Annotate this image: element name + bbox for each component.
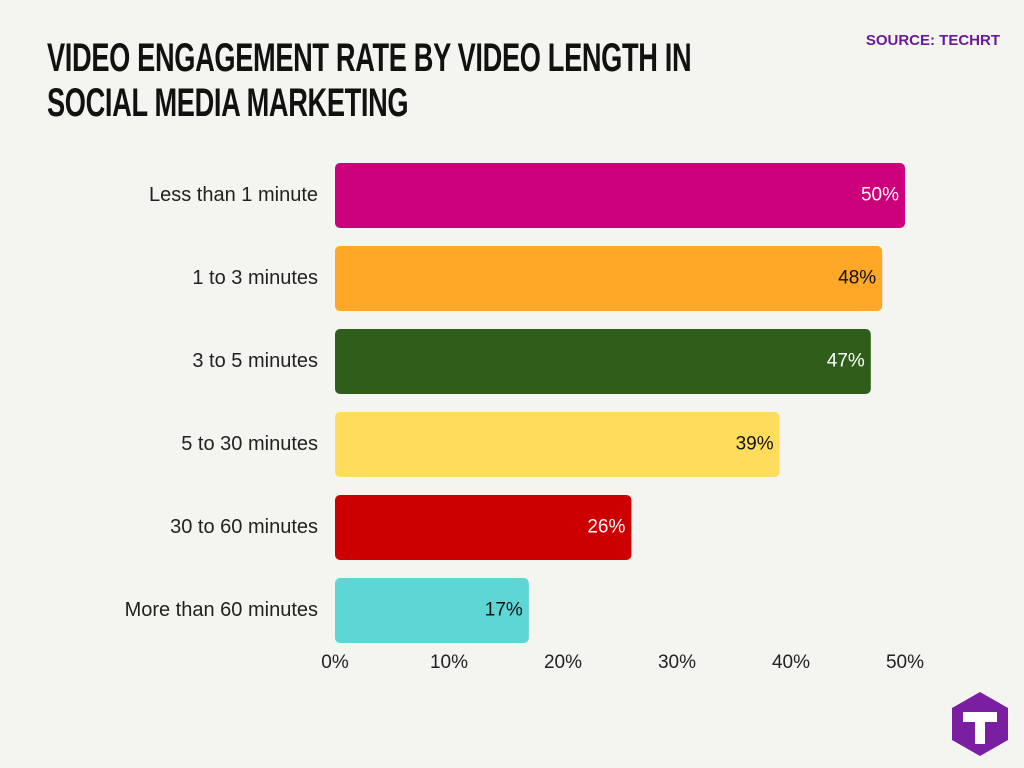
logo-letter: [963, 712, 997, 744]
value-label: 50%: [861, 185, 899, 206]
category-label: 3 to 5 minutes: [192, 350, 318, 372]
category-label: 1 to 3 minutes: [192, 267, 318, 289]
x-tick-label: 40%: [772, 652, 810, 673]
value-label: 17%: [485, 600, 523, 621]
source: SOURCE: TECHRT: [865, 32, 1000, 49]
value-label: 48%: [838, 268, 876, 289]
x-tick-label: 20%: [544, 652, 582, 673]
x-tick-label: 30%: [658, 652, 696, 673]
bar: [335, 163, 905, 228]
category-label: More than 60 minutes: [125, 599, 318, 621]
x-tick-label: 0%: [321, 652, 349, 673]
bar: [335, 412, 780, 477]
category-label: Less than 1 minute: [149, 184, 318, 206]
x-tick-label: 10%: [430, 652, 468, 673]
bar: [335, 578, 529, 643]
x-tick-label: 50%: [886, 652, 924, 673]
bar: [335, 329, 871, 394]
logo: [952, 692, 1008, 756]
value-label: 26%: [587, 517, 625, 538]
value-label: 47%: [827, 351, 865, 372]
category-label: 30 to 60 minutes: [170, 516, 318, 538]
bar: [335, 246, 883, 311]
category-label: 5 to 30 minutes: [181, 433, 318, 455]
bar: [335, 495, 632, 560]
value-label: 39%: [736, 434, 774, 455]
chart-title: VIDEO ENGAGEMENT RATE BY VIDEO LENGTH IN…: [47, 36, 692, 125]
